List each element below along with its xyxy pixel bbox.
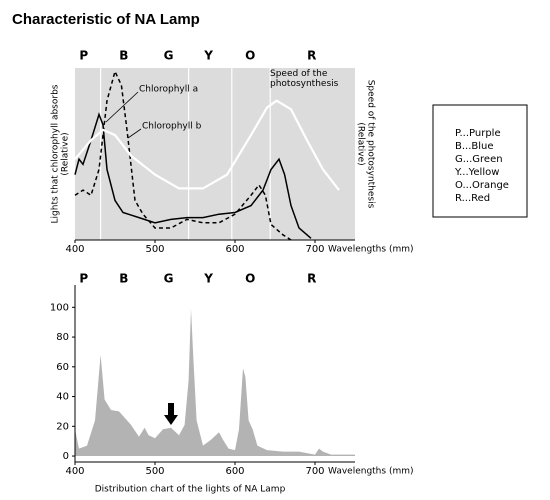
band-legend-entry: P...Purple <box>455 128 501 139</box>
x-tick-label: 600 <box>225 466 244 477</box>
y2-axis-label: Speed of the photosynthesis <box>366 80 376 209</box>
band-label: Y <box>203 49 213 63</box>
y-tick-label: 100 <box>50 302 69 313</box>
band-label: Y <box>203 272 213 286</box>
x-axis-label: Wavelengths (mm) <box>328 467 414 477</box>
page-title: Characteristic of NA Lamp <box>12 11 200 28</box>
y-tick-label: 40 <box>56 392 69 403</box>
series-label-box: Speed of the photosynthesis <box>270 69 339 89</box>
band-legend-box <box>432 104 528 218</box>
series-line <box>74 112 312 239</box>
arrow <box>164 403 178 425</box>
distribution-chart: P B G Y O R 400 500 600 700 Wavelengths (mm) 0 20 40 6… <box>50 272 414 495</box>
band-label: G <box>164 272 174 286</box>
series-line <box>74 99 340 191</box>
y-tick-label: 80 <box>56 332 69 343</box>
band-label: R <box>307 272 316 286</box>
band-legend-entry: O...Orange <box>455 180 509 191</box>
y-tick-label: 0 <box>63 451 69 462</box>
y-tick-label: 20 <box>56 421 69 432</box>
series-label: Chlorophyll b <box>142 122 202 132</box>
x-axis-label: Wavelengths (mm) <box>328 245 414 255</box>
x-tick-label: 400 <box>65 466 84 477</box>
band-label: P <box>79 272 88 286</box>
chart-caption: Distribution chart of the lights of NA L… <box>95 485 286 495</box>
band-label: G <box>164 49 174 63</box>
series-label: Chlorophyll a <box>139 85 198 95</box>
x-tick-label: 600 <box>225 244 244 255</box>
band-label: O <box>245 272 255 286</box>
absorption-chart: P B G Y O R 400 500 600 700 Wavelengths (mm) Lights… <box>51 49 414 256</box>
y-axis-label: (Relative) <box>61 132 71 175</box>
y-axis-label: Lights that chlorophyll absorbs <box>51 84 61 223</box>
series-line <box>74 69 292 241</box>
x-tick-label: 400 <box>65 244 84 255</box>
band-legend-entry: B...Blue <box>455 141 494 152</box>
band-label: B <box>119 49 128 63</box>
series-label: Speed of the photosynthesis <box>270 69 339 89</box>
y-tick-label: 60 <box>56 362 69 373</box>
band-legend-entry: G...Green <box>455 154 503 165</box>
band-label: P <box>79 49 88 63</box>
band-legend-entry: R...Red <box>455 193 490 204</box>
x-tick-label: 500 <box>145 466 164 477</box>
x-tick-label: 500 <box>145 244 164 255</box>
x-tick-label: 700 <box>305 466 324 477</box>
band-label: R <box>307 49 316 63</box>
x-tick-label: 700 <box>305 244 324 255</box>
series-area <box>75 308 355 457</box>
band-label: B <box>119 272 128 286</box>
band-legend: P...Purple B...Blue G...Green Y...Yellow O..… <box>454 128 509 204</box>
leader-line <box>127 128 142 139</box>
band-legend-entry: Y...Yellow <box>454 167 499 178</box>
plot-background <box>75 68 355 240</box>
band-label: O <box>245 49 255 63</box>
leader-line <box>105 91 139 123</box>
y2-axis-label: (Relative) <box>356 122 366 165</box>
